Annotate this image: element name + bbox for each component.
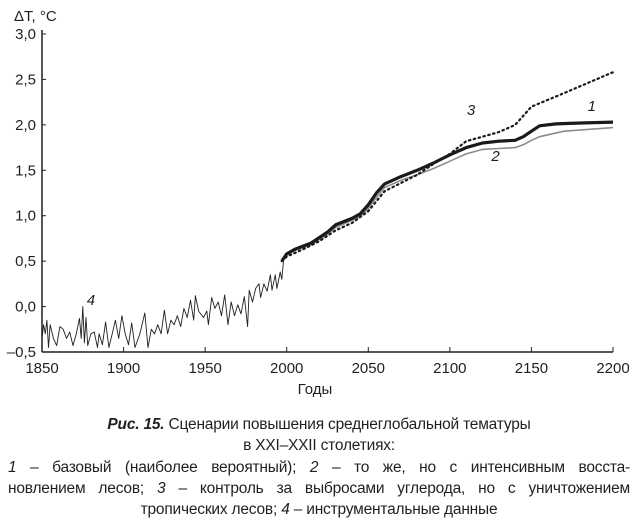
y-axis-label: ΔT, °C (14, 8, 57, 25)
caption-line-5: тропических лесов; 4 – инструментальные … (8, 499, 630, 520)
series-3-line (280, 71, 615, 263)
item-num-2: 2 (309, 459, 319, 476)
y-tick-label: 1,0 (15, 208, 36, 225)
series-2-line (281, 126, 614, 262)
item-num-1: 1 (8, 459, 17, 476)
figure-label: Рис. 15. (107, 416, 165, 433)
item-text-3b: тропических лесов; (140, 501, 282, 518)
y-tick-label: 1,5 (15, 162, 36, 179)
caption-title-line2: в XXI–XXII столетиях: (243, 437, 395, 454)
item-text-3: – контроль за выбросами углерода, но с у… (165, 480, 630, 497)
item-text-2: – то же, но с интенсивным восста- (318, 459, 630, 476)
temperature-chart: –0,5 0,0 0,5 1,0 1,5 2,0 2,5 3,0 1850 1900 1950 200… (7, 8, 630, 398)
series-label-1: 1 (588, 98, 596, 115)
series-label-2: 2 (490, 148, 500, 165)
item-num-4: 4 (281, 501, 290, 518)
y-tick-label: 3,0 (15, 26, 36, 43)
x-tick-label: 2000 (270, 360, 303, 377)
x-tick-label: 1950 (188, 360, 221, 377)
item-text-2b: новлением лесов; (8, 480, 158, 497)
x-tick-label: 2150 (515, 360, 548, 377)
x-tick-label: 2050 (352, 360, 385, 377)
axes: –0,5 0,0 0,5 1,0 1,5 2,0 2,5 3,0 1850 1900 1950 200… (7, 26, 630, 377)
y-tick-label: 2,0 (15, 117, 36, 134)
x-tick-label: 2100 (433, 360, 466, 377)
annotations: 1 2 3 4 (87, 98, 596, 309)
series-1-line (280, 120, 614, 263)
y-tick-label: 0,5 (15, 253, 36, 270)
series-label-3: 3 (467, 102, 476, 119)
item-text-4: – инструментальные данные (289, 501, 498, 518)
x-tick-label: 1900 (107, 360, 140, 377)
series-label-4: 4 (87, 292, 95, 309)
caption-line-4: новлением лесов; 3 – контроль за выброса… (8, 478, 630, 499)
y-tick-label: –0,5 (7, 344, 36, 361)
x-tick-label: 2200 (596, 360, 629, 377)
item-num-3: 3 (157, 480, 166, 497)
item-text-1: – базовый (наиболее вероятный); (16, 459, 310, 476)
series-group (41, 71, 615, 348)
caption-title: Рис. 15. Сценарии повышения среднеглобал… (8, 414, 630, 456)
y-tick-label: 2,5 (15, 71, 36, 88)
series-4-line (41, 261, 284, 348)
x-tick-label: 1850 (25, 360, 58, 377)
caption-line-3: 1 – базовый (наиболее вероятный); 2 – то… (8, 457, 630, 478)
caption-title-line1: Сценарии повышения среднеглобальной тема… (168, 416, 531, 433)
x-axis-label: Годы (298, 381, 333, 398)
y-tick-label: 0,0 (15, 299, 36, 316)
